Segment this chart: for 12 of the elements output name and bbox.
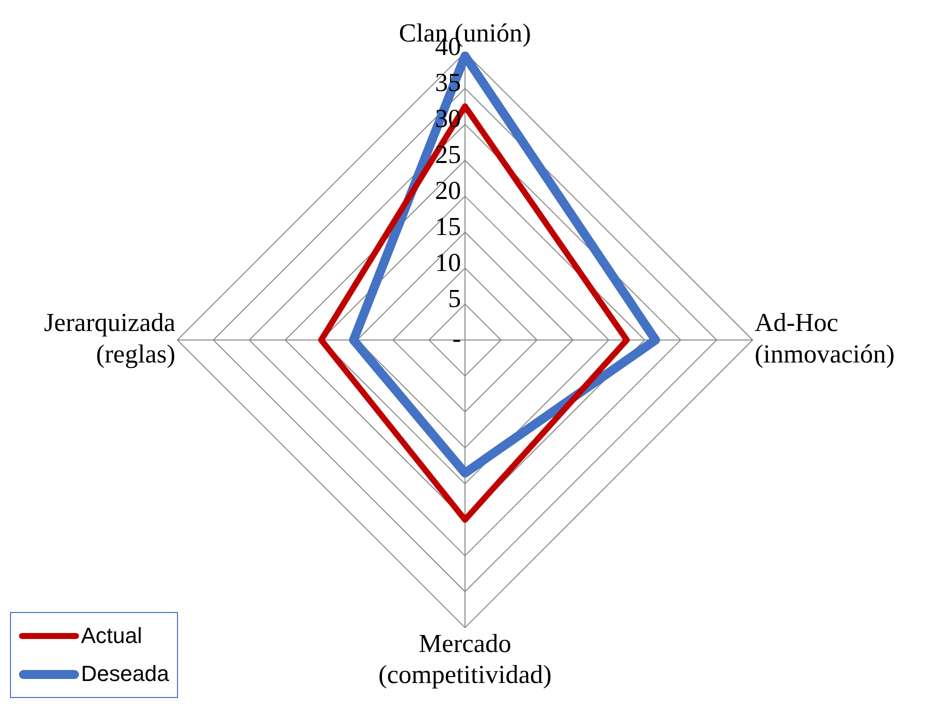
y-tick-label: 25 xyxy=(435,140,461,170)
spoke-label: Ad-Hoc (inmovación) xyxy=(754,308,895,368)
y-tick-label: - xyxy=(452,324,461,353)
y-tick-label: 20 xyxy=(435,176,461,206)
y-tick-label: 10 xyxy=(435,248,461,277)
legend-label: Deseada xyxy=(81,661,170,687)
spoke-label: Jerarquizada (reglas) xyxy=(44,308,176,368)
y-tick-label: 5 xyxy=(448,284,461,313)
y-tick-label: 30 xyxy=(435,104,461,134)
legend-label: Actual xyxy=(81,623,142,649)
spoke-label: Mercado (competitividad) xyxy=(378,629,552,690)
y-tick-label: 15 xyxy=(435,212,461,241)
